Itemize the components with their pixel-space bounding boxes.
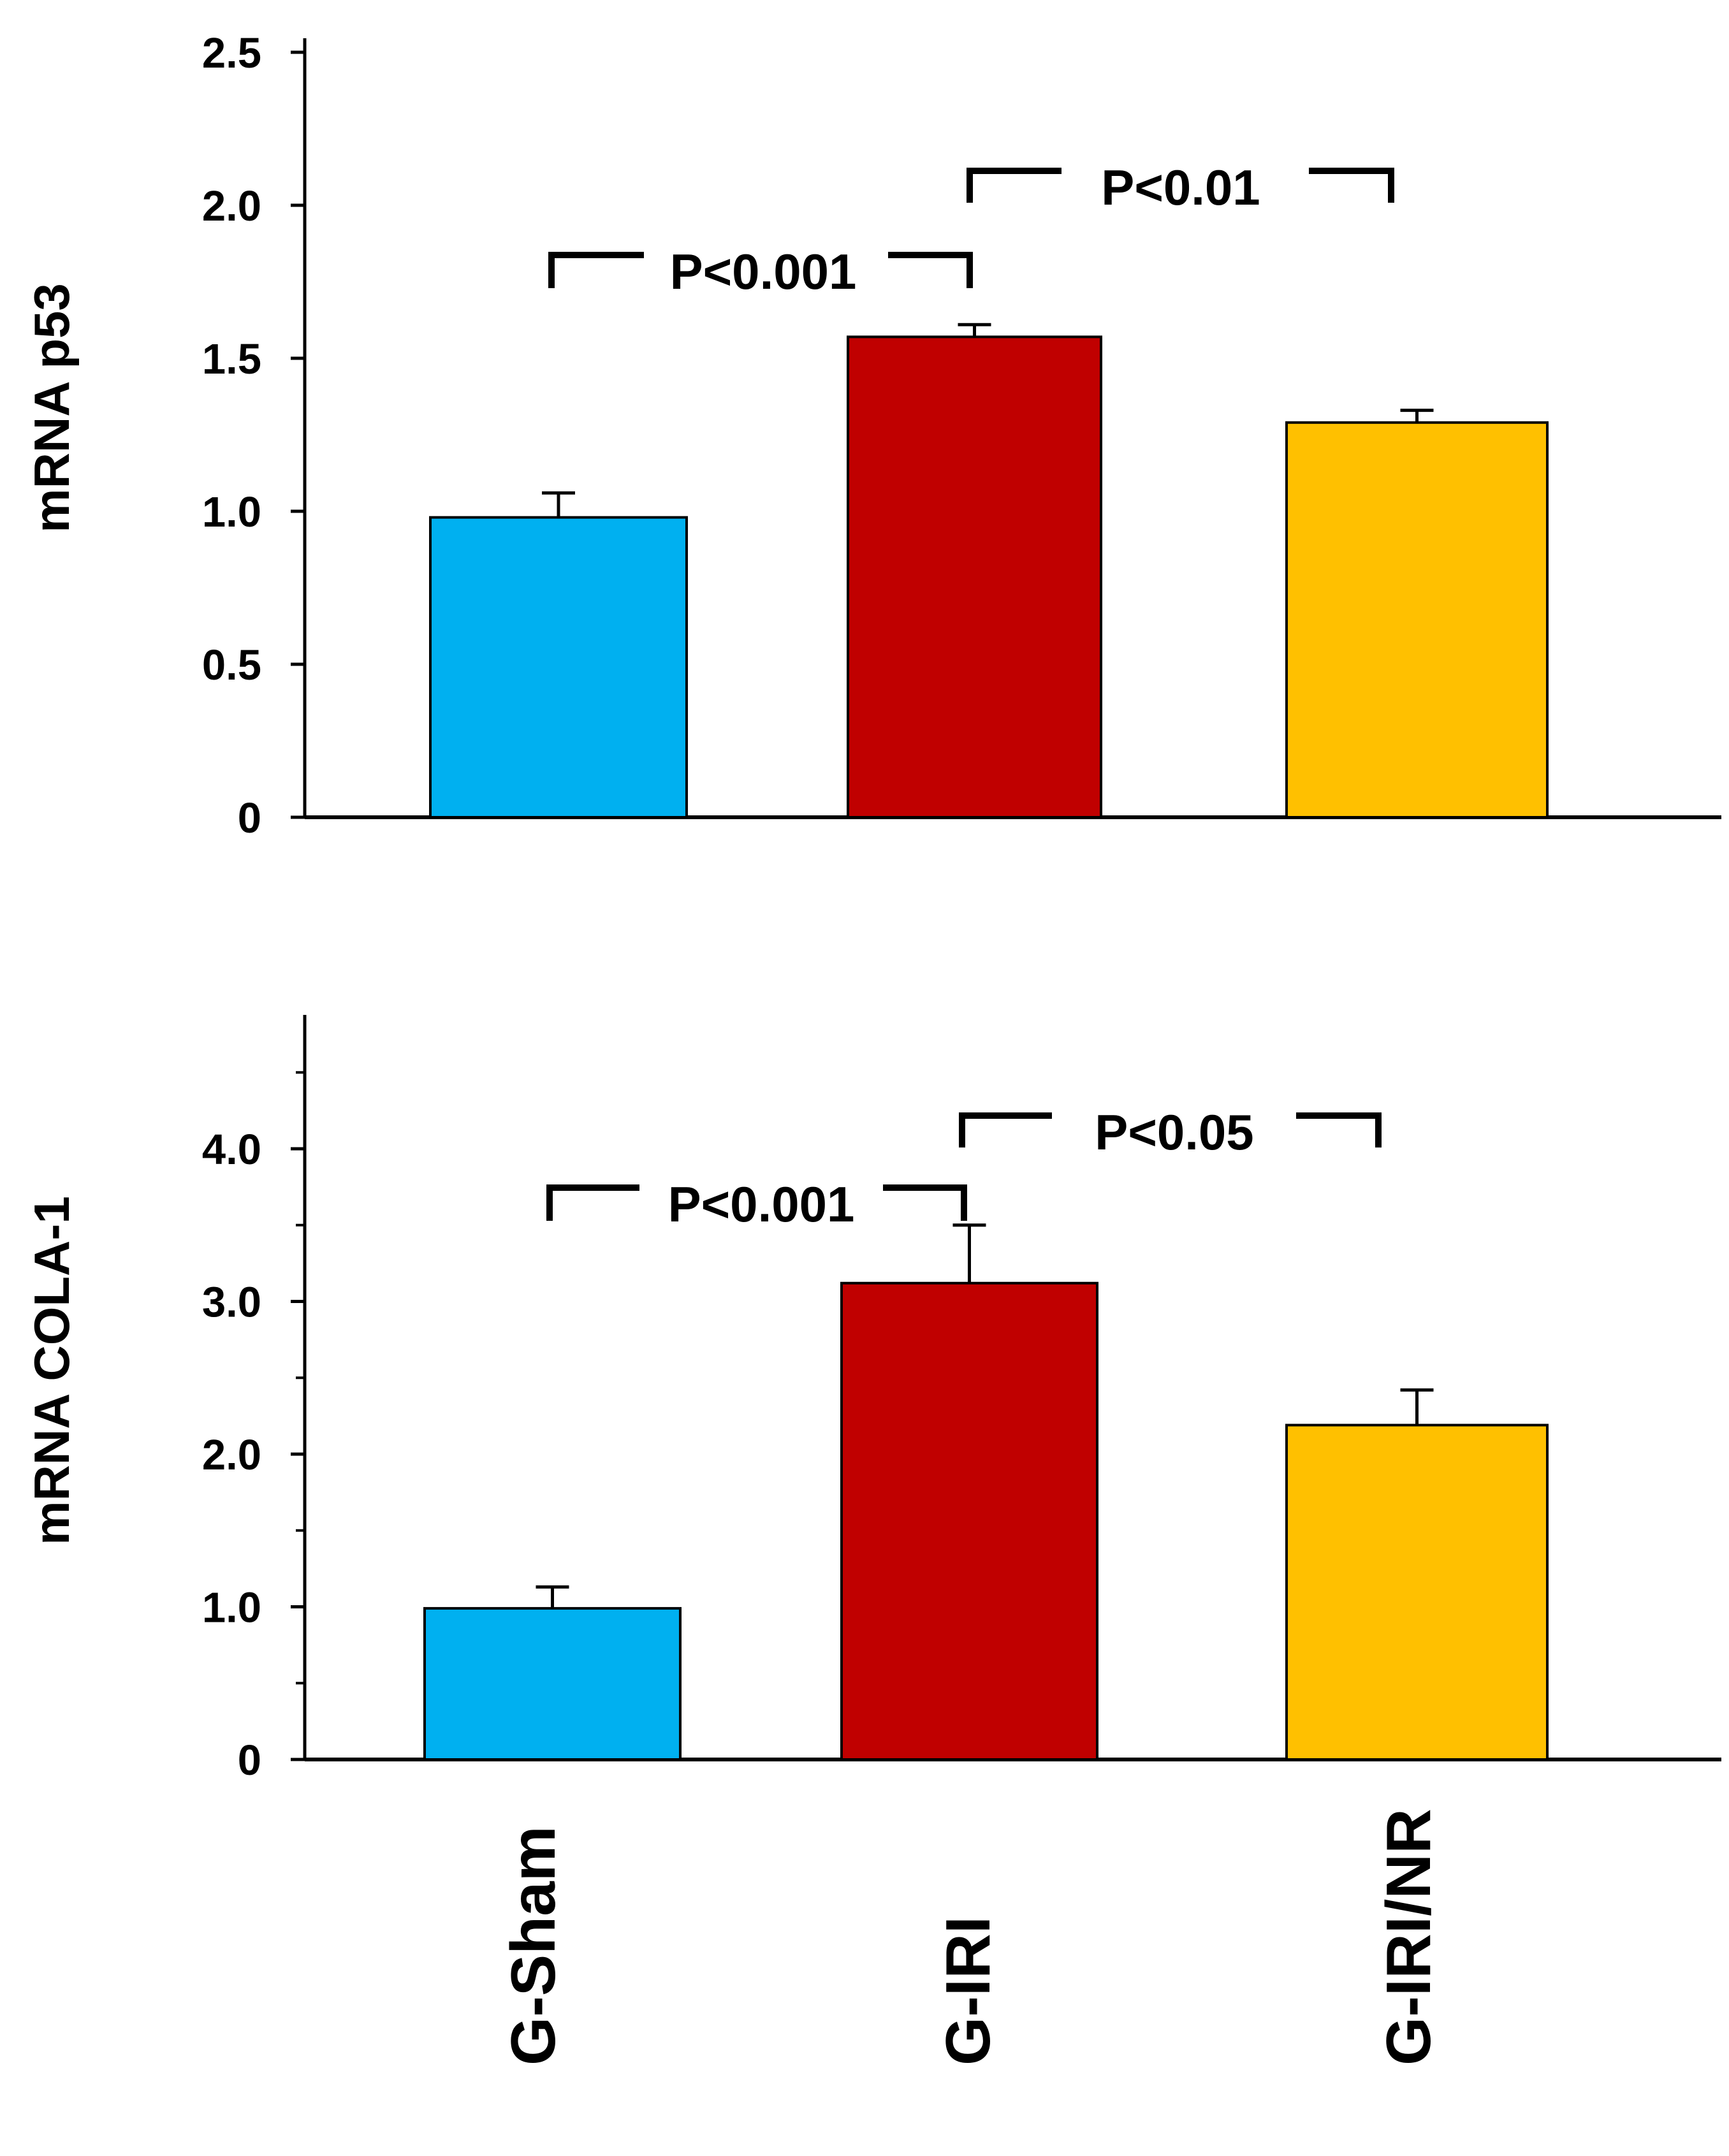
- significance-label: P<0.01: [1101, 159, 1260, 215]
- y-tick-label: 4.0: [202, 1126, 261, 1174]
- bar-g-iri-nr: [1285, 1424, 1549, 1761]
- significance-bracket: [548, 252, 973, 288]
- chart-panel-cola1: mRNA COLA-1 0 1.0 2.0 3.0 4.0 P<0.001 P<0.05: [24, 1015, 1721, 1784]
- y-tick-label: 1.5: [202, 335, 261, 383]
- x-category-labels: G-Sham G-IRI G-IRI/NR: [498, 1809, 1443, 2065]
- y-tick-label: 0: [238, 794, 261, 842]
- significance-label: P<0.001: [670, 244, 857, 300]
- y-tick-label: 0.5: [202, 641, 261, 689]
- category-label-g-iri-nr: G-IRI/NR: [1373, 1809, 1443, 2065]
- y-axis-label-p53: mRNA p53: [24, 283, 80, 533]
- significance-label: P<0.05: [1095, 1104, 1253, 1160]
- y-tick-label: 1.0: [202, 1584, 261, 1632]
- significance-bracket: [959, 1112, 1382, 1147]
- category-label-g-sham: G-Sham: [498, 1826, 568, 2065]
- bar-g-sham: [429, 516, 688, 819]
- y-tick-label: 2.5: [202, 29, 261, 77]
- y-axis-label-cola1: mRNA COLA-1: [24, 1196, 80, 1545]
- significance-bracket: [967, 168, 1394, 203]
- y-tick-label: 2.0: [202, 182, 261, 230]
- bar-g-iri-nr: [1285, 421, 1549, 819]
- bar-g-iri: [847, 335, 1102, 819]
- y-tick-label: 0: [238, 1737, 261, 1784]
- category-label-g-iri: G-IRI: [933, 1916, 1003, 2065]
- chart-panel-p53: mRNA p53 0 0.5 1.0 1.5 2.0 2.5 P<0.001 P<0.01: [24, 29, 1721, 842]
- y-tick-label: 1.0: [202, 488, 261, 536]
- significance-label: P<0.001: [668, 1176, 855, 1232]
- significance-bracket: [546, 1184, 967, 1221]
- bar-g-iri: [840, 1281, 1098, 1761]
- y-tick-label: 2.0: [202, 1431, 261, 1479]
- bar-g-sham: [423, 1606, 682, 1761]
- y-tick-label: 3.0: [202, 1279, 261, 1327]
